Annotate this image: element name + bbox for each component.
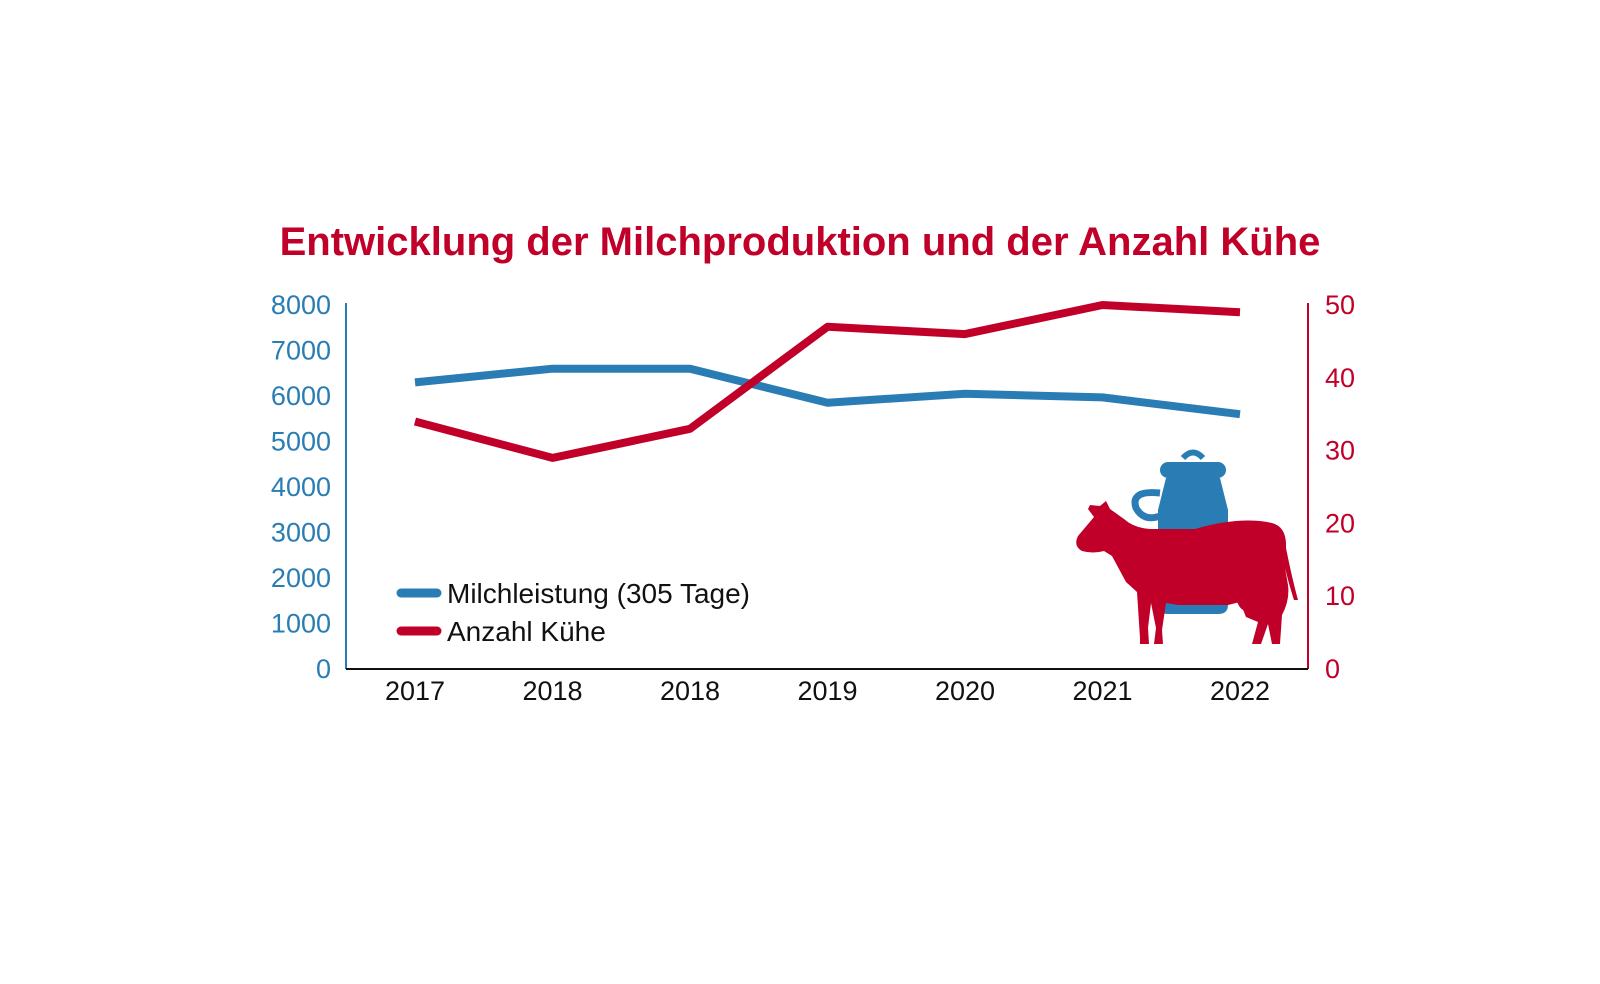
x-tick-label: 2018 [522,676,582,706]
x-tick-label: 2022 [1210,676,1270,706]
left-y-tick-label: 0 [316,654,331,684]
x-tick-label: 2018 [660,676,720,706]
chart-title: Entwicklung der Milchproduktion und der … [280,220,1321,264]
x-tick-label: 2019 [797,676,857,706]
x-tick-label: 2021 [1072,676,1132,706]
left-y-tick-label: 6000 [271,381,331,411]
right-y-tick-label: 50 [1325,290,1355,320]
right-y-tick-label: 0 [1325,654,1340,684]
left-y-tick-label: 5000 [271,427,331,457]
left-y-tick-label: 3000 [271,518,331,548]
right-y-tick-label: 10 [1325,581,1355,611]
right-y-tick-label: 40 [1325,363,1355,393]
series-line-milchleistung [414,364,1241,419]
left-y-tick-label: 7000 [271,336,331,366]
left-y-tick-label: 8000 [271,290,331,320]
right-y-tick-label: 30 [1325,436,1355,466]
left-y-tick-label: 2000 [271,563,331,593]
cow-icon [1076,501,1298,644]
series-line-anzahl-kuehe [413,301,1241,462]
right-y-tick-label: 20 [1325,508,1355,538]
x-tick-label: 2017 [385,676,445,706]
left-y-tick-label: 4000 [271,472,331,502]
left-y-tick-label: 1000 [271,609,331,639]
legend-label: Anzahl Kühe [447,616,606,647]
x-tick-label: 2020 [935,676,995,706]
legend-label: Milchleistung (305 Tage) [447,578,750,609]
